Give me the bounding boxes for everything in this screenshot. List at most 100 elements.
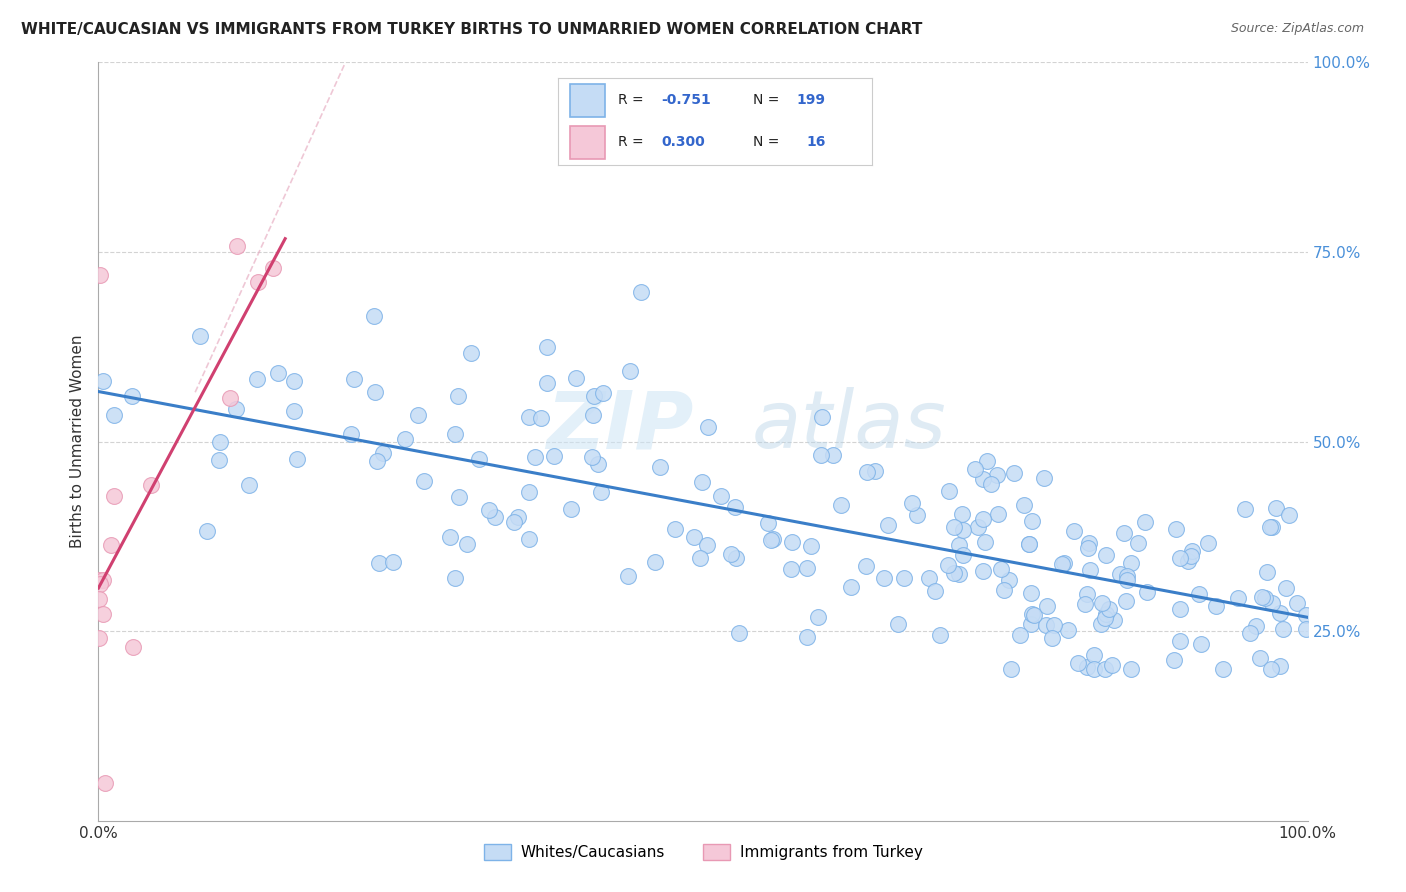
Point: [1115, 594, 1137, 608]
Point: [460, 346, 482, 360]
Point: [807, 610, 830, 624]
Point: [1188, 587, 1211, 601]
Point: [976, 454, 998, 468]
Point: [811, 409, 834, 424]
Point: [89, 268, 111, 282]
Point: [972, 565, 994, 579]
Point: [938, 484, 960, 499]
Point: [1022, 608, 1045, 623]
Point: [517, 485, 540, 500]
Point: [586, 457, 609, 471]
Point: [447, 389, 470, 403]
Point: [100, 538, 122, 552]
Point: [963, 461, 986, 475]
Point: [439, 530, 461, 544]
Point: [1077, 536, 1099, 550]
Point: [839, 580, 862, 594]
Point: [1019, 586, 1042, 600]
Point: [503, 515, 526, 529]
Point: [644, 555, 666, 569]
Point: [1278, 508, 1301, 523]
Point: [139, 478, 162, 492]
Point: [394, 432, 416, 446]
Point: [997, 573, 1019, 587]
Point: [1181, 544, 1204, 558]
Point: [877, 517, 900, 532]
Point: [1043, 618, 1066, 632]
Point: [724, 550, 747, 565]
Point: [225, 402, 247, 417]
Point: [1076, 587, 1098, 601]
Point: [1035, 617, 1057, 632]
Point: [1018, 537, 1040, 551]
Point: [583, 389, 606, 403]
Point: [449, 490, 471, 504]
Point: [1101, 658, 1123, 673]
Point: [412, 474, 434, 488]
Point: [524, 450, 547, 465]
Point: [543, 449, 565, 463]
Point: [1115, 574, 1137, 588]
Point: [1050, 558, 1073, 572]
Point: [990, 562, 1012, 576]
Point: [972, 512, 994, 526]
Point: [1002, 466, 1025, 480]
Point: [887, 617, 910, 632]
Point: [121, 389, 143, 403]
Point: [1256, 565, 1278, 579]
Point: [103, 489, 125, 503]
Point: [929, 628, 952, 642]
Point: [690, 475, 713, 489]
Point: [1260, 519, 1282, 533]
Point: [536, 376, 558, 391]
Point: [367, 556, 389, 570]
Point: [796, 630, 818, 644]
Point: [952, 524, 974, 538]
Point: [89, 591, 111, 606]
Point: [1249, 651, 1271, 665]
Point: [950, 508, 973, 522]
Point: [1036, 599, 1059, 614]
Point: [188, 329, 211, 343]
Point: [1000, 662, 1022, 676]
Point: [238, 478, 260, 492]
Point: [262, 260, 284, 275]
Point: [208, 453, 231, 467]
Point: [710, 489, 733, 503]
Point: [724, 500, 747, 514]
Point: [1260, 662, 1282, 676]
Point: [226, 239, 249, 253]
Point: [1163, 653, 1185, 667]
Point: [1040, 631, 1063, 645]
Point: [1270, 606, 1292, 620]
Point: [122, 640, 145, 655]
Point: [664, 522, 686, 536]
Point: [371, 445, 394, 459]
Point: [1258, 520, 1281, 534]
Point: [1239, 626, 1261, 640]
Point: [1136, 584, 1159, 599]
Point: [1076, 659, 1098, 673]
Point: [1083, 648, 1105, 662]
Point: [1135, 515, 1157, 529]
Point: [1074, 597, 1097, 611]
Point: [560, 502, 582, 516]
Point: [1254, 591, 1277, 605]
Point: [1116, 569, 1139, 583]
Point: [1121, 556, 1143, 570]
Point: [756, 516, 779, 530]
Point: [89, 576, 111, 591]
Point: [943, 566, 966, 580]
Point: [1018, 537, 1040, 551]
Point: [408, 408, 430, 422]
Point: [247, 275, 270, 289]
Point: [943, 519, 966, 533]
Point: [381, 555, 404, 569]
Point: [1066, 656, 1088, 670]
Point: [1056, 624, 1078, 638]
Point: [1295, 607, 1317, 622]
Text: atlas: atlas: [751, 387, 946, 466]
Point: [1275, 581, 1298, 595]
Point: [800, 539, 823, 553]
Point: [619, 364, 641, 378]
